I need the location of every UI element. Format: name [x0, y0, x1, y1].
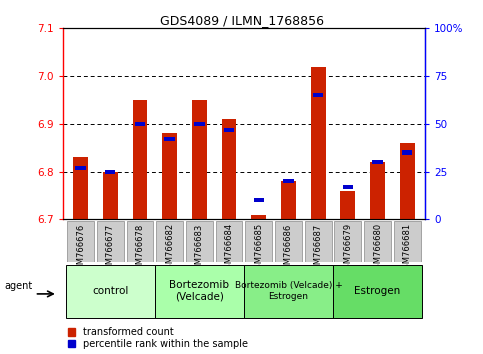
- Bar: [103, 172, 118, 219]
- Text: Bortezomib
(Velcade): Bortezomib (Velcade): [170, 280, 229, 302]
- FancyBboxPatch shape: [186, 221, 213, 262]
- Text: GSM766678: GSM766678: [136, 223, 144, 275]
- Bar: [194, 122, 205, 126]
- Text: agent: agent: [5, 281, 33, 291]
- FancyBboxPatch shape: [245, 221, 272, 262]
- Text: Bortezomib (Velcade) +
Estrogen: Bortezomib (Velcade) + Estrogen: [235, 281, 342, 301]
- Text: GSM766687: GSM766687: [313, 223, 323, 275]
- Bar: [251, 215, 266, 219]
- FancyBboxPatch shape: [155, 265, 244, 318]
- Text: GSM766680: GSM766680: [373, 223, 382, 274]
- Text: GSM766684: GSM766684: [225, 223, 234, 274]
- FancyBboxPatch shape: [156, 221, 183, 262]
- Text: GSM766685: GSM766685: [254, 223, 263, 274]
- Bar: [402, 150, 412, 155]
- Legend: transformed count, percentile rank within the sample: transformed count, percentile rank withi…: [68, 327, 248, 349]
- Bar: [132, 100, 147, 219]
- Bar: [105, 170, 115, 174]
- Bar: [281, 181, 296, 219]
- Bar: [283, 179, 294, 183]
- Text: GSM766682: GSM766682: [165, 223, 174, 274]
- FancyBboxPatch shape: [364, 221, 391, 262]
- Text: GSM766681: GSM766681: [403, 223, 412, 274]
- Text: GSM766686: GSM766686: [284, 223, 293, 275]
- Bar: [162, 133, 177, 219]
- Bar: [224, 127, 234, 132]
- FancyBboxPatch shape: [333, 265, 422, 318]
- Bar: [400, 143, 414, 219]
- FancyBboxPatch shape: [216, 221, 242, 262]
- FancyBboxPatch shape: [335, 221, 361, 262]
- FancyBboxPatch shape: [67, 221, 94, 262]
- Bar: [372, 160, 383, 164]
- FancyBboxPatch shape: [244, 265, 333, 318]
- Text: control: control: [92, 286, 128, 296]
- Bar: [222, 119, 237, 219]
- Text: Estrogen: Estrogen: [355, 286, 401, 296]
- Bar: [192, 100, 207, 219]
- Text: GDS4089 / ILMN_1768856: GDS4089 / ILMN_1768856: [159, 14, 324, 27]
- Bar: [75, 166, 86, 170]
- Bar: [342, 185, 353, 189]
- Text: GSM766677: GSM766677: [106, 223, 115, 275]
- Text: GSM766683: GSM766683: [195, 223, 204, 275]
- FancyBboxPatch shape: [305, 221, 331, 262]
- Bar: [313, 93, 323, 97]
- FancyBboxPatch shape: [97, 221, 124, 262]
- Text: GSM766676: GSM766676: [76, 223, 85, 275]
- FancyBboxPatch shape: [66, 265, 155, 318]
- FancyBboxPatch shape: [275, 221, 302, 262]
- Bar: [370, 162, 385, 219]
- Bar: [341, 191, 355, 219]
- Bar: [311, 67, 326, 219]
- Text: GSM766679: GSM766679: [343, 223, 352, 274]
- Bar: [73, 158, 88, 219]
- FancyBboxPatch shape: [127, 221, 154, 262]
- FancyBboxPatch shape: [394, 221, 421, 262]
- Bar: [254, 198, 264, 202]
- Bar: [165, 137, 175, 141]
- Bar: [135, 122, 145, 126]
